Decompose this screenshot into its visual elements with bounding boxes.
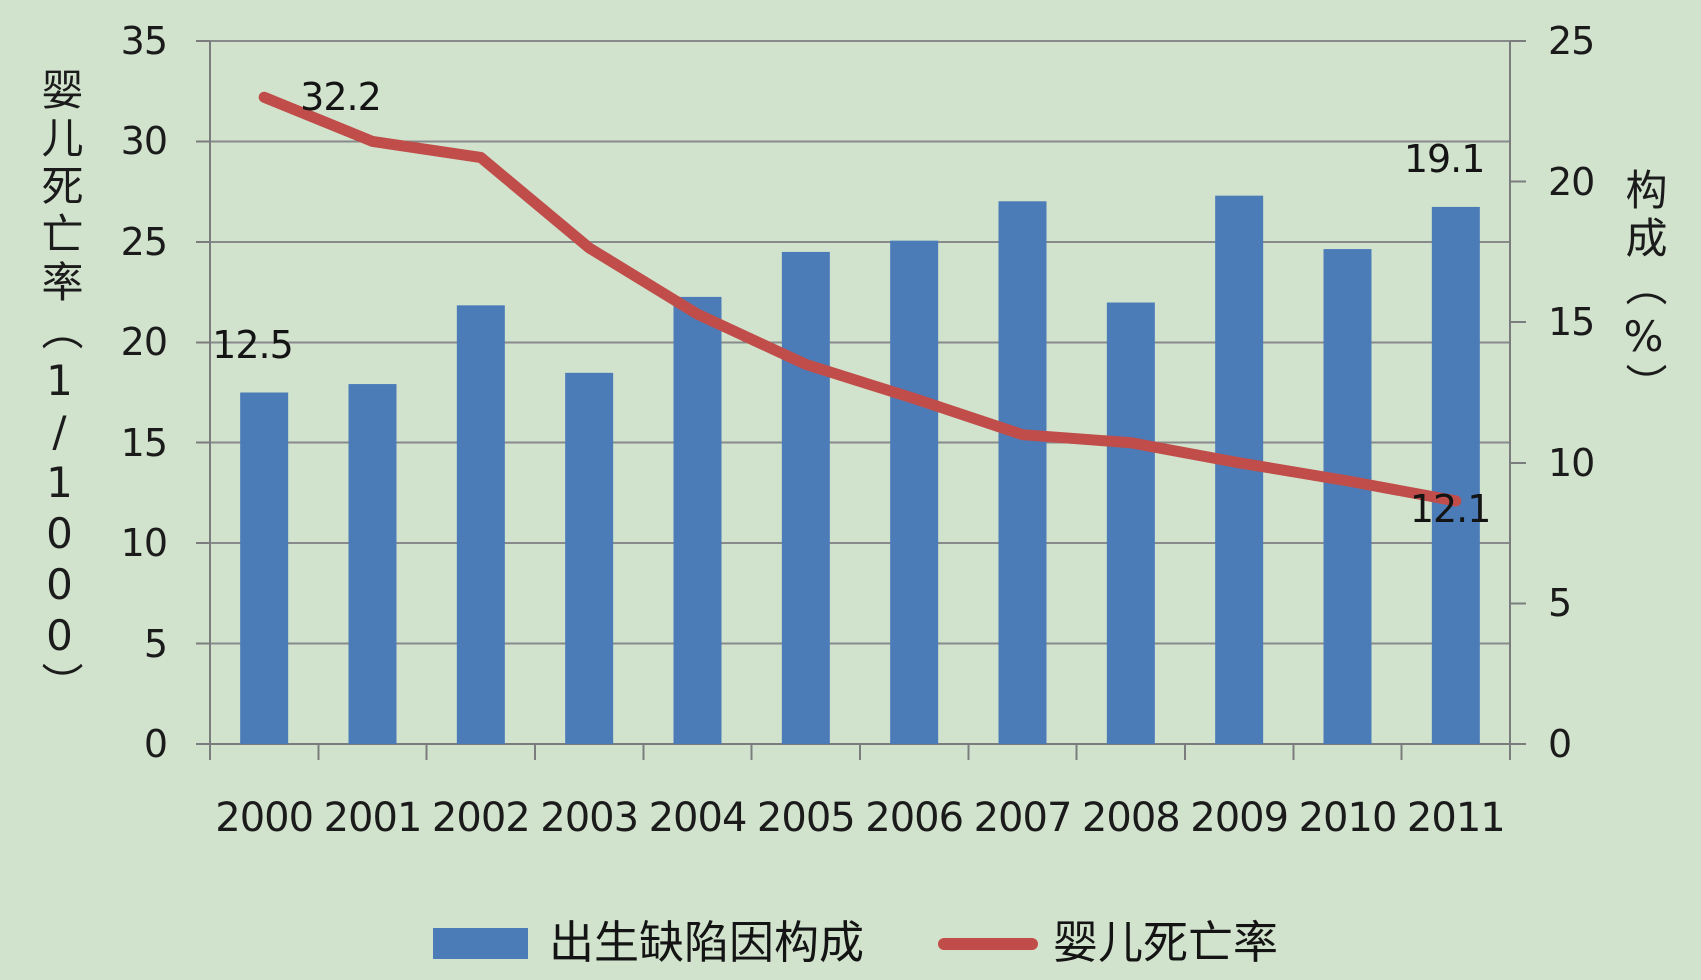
data-label-12.1: 12.1 bbox=[1409, 486, 1492, 531]
left-axis-label-0: 0 bbox=[143, 722, 168, 766]
left-axis-label-5: 5 bbox=[143, 621, 168, 666]
right-axis-label-0: 0 bbox=[1548, 722, 1572, 766]
right-axis-label-20: 20 bbox=[1548, 159, 1595, 204]
x-axis-label-2005: 2005 bbox=[756, 795, 856, 841]
data-label-19.1: 19.1 bbox=[1403, 136, 1486, 181]
right-axis-label-10: 10 bbox=[1548, 440, 1595, 485]
bar-2007 bbox=[998, 201, 1047, 744]
right-axis-label-5: 5 bbox=[1548, 581, 1572, 626]
x-axis-label-2009: 2009 bbox=[1190, 795, 1289, 841]
line-series-swatch bbox=[938, 938, 1038, 950]
x-axis-label-2004: 2004 bbox=[648, 795, 748, 841]
left-axis-label-20: 20 bbox=[120, 320, 168, 365]
x-axis-label-2003: 2003 bbox=[540, 795, 639, 841]
x-axis-label-2001: 2001 bbox=[323, 795, 423, 841]
bar-2010 bbox=[1323, 249, 1372, 744]
bar-2000 bbox=[240, 392, 289, 744]
mortality-line bbox=[258, 91, 1462, 507]
data-label-32.2: 32.2 bbox=[300, 75, 382, 120]
x-axis-label-2006: 2006 bbox=[865, 795, 964, 841]
left-axis-title: 婴儿死亡率（1/1000） bbox=[35, 68, 84, 710]
left-axis-label-25: 25 bbox=[120, 219, 168, 264]
bar-2008 bbox=[1106, 302, 1155, 744]
right-axis-title: 构成（%） bbox=[1619, 168, 1668, 411]
bar-2005 bbox=[781, 251, 830, 744]
left-axis-label-15: 15 bbox=[120, 420, 168, 465]
bar-2006 bbox=[890, 240, 939, 745]
bar-2011 bbox=[1431, 206, 1480, 744]
left-axis-label-30: 30 bbox=[120, 119, 168, 164]
x-axis-label-2011: 2011 bbox=[1406, 795, 1506, 841]
x-axis-label-2010: 2010 bbox=[1298, 795, 1398, 841]
line-series-legend-label: 婴儿死亡率 bbox=[1053, 916, 1279, 969]
left-axis-label-35: 35 bbox=[120, 19, 168, 63]
x-axis-label-2000: 2000 bbox=[215, 795, 314, 841]
x-axis-label-2008: 2008 bbox=[1081, 795, 1181, 841]
bar-series-swatch bbox=[433, 928, 528, 959]
right-axis-label-15: 15 bbox=[1548, 300, 1595, 345]
bar-2003 bbox=[565, 372, 614, 744]
data-label-12.5: 12.5 bbox=[212, 322, 294, 367]
bar-series-legend-label: 出生缺陷因构成 bbox=[549, 916, 865, 969]
x-axis-label-2002: 2002 bbox=[431, 795, 531, 841]
left-axis-label-10: 10 bbox=[120, 521, 168, 566]
bar-2002 bbox=[456, 305, 505, 744]
right-axis-label-25: 25 bbox=[1548, 19, 1595, 63]
bar-2004 bbox=[673, 296, 722, 744]
x-axis-label-2007: 2007 bbox=[973, 795, 1073, 841]
bar-2001 bbox=[348, 384, 397, 744]
